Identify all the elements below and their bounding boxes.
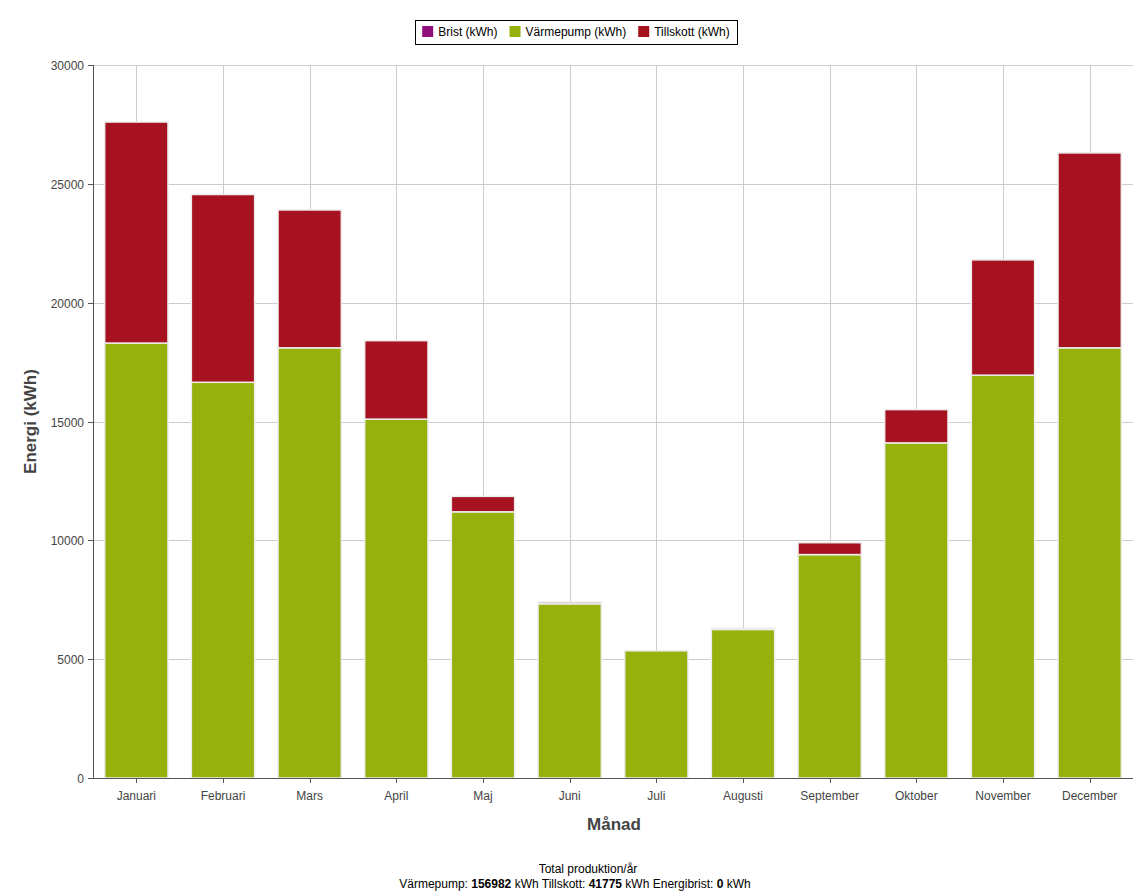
bar-segment bbox=[711, 629, 774, 778]
grid-line bbox=[93, 65, 1133, 66]
grid-line bbox=[93, 778, 1133, 779]
y-tick-label: 15000 bbox=[51, 416, 85, 430]
y-tick-label: 25000 bbox=[51, 178, 85, 192]
bars bbox=[105, 122, 1122, 778]
grid bbox=[93, 65, 1133, 779]
y-tick bbox=[88, 540, 93, 541]
legend-item: Tillskott (kWh) bbox=[638, 25, 730, 39]
bar-segment bbox=[105, 343, 168, 778]
bar-segment bbox=[538, 604, 601, 778]
x-tick bbox=[1090, 778, 1091, 783]
total-unit: kWh bbox=[622, 877, 649, 891]
bar-segment bbox=[885, 443, 948, 778]
chart-container: 0 5000 10000 15000 20000 25000 30000 Januari Feb… bbox=[0, 0, 1148, 895]
y-tick bbox=[88, 778, 93, 779]
x-tick bbox=[656, 778, 657, 783]
bar-segment bbox=[105, 122, 168, 343]
x-tick-label: Juli bbox=[647, 789, 665, 803]
legend-box bbox=[416, 21, 738, 45]
y-axis-title: Energi (kWh) bbox=[21, 369, 40, 474]
bar-segment bbox=[1058, 153, 1121, 348]
legend-label: Tillskott (kWh) bbox=[654, 25, 730, 39]
bar-segment bbox=[1058, 348, 1121, 778]
bar-segment bbox=[451, 512, 514, 778]
total-unit: kWh bbox=[511, 877, 538, 891]
footer-totals: Värmepump: 156982 kWh Tillskott: 41775 k… bbox=[399, 877, 751, 891]
x-tick bbox=[916, 778, 917, 783]
bar-segment bbox=[538, 602, 601, 604]
total-label: Värmepump: bbox=[399, 877, 471, 891]
x-tick bbox=[830, 778, 831, 783]
x-tick bbox=[136, 778, 137, 783]
legend-swatch bbox=[422, 26, 433, 37]
y-tick-label: 10000 bbox=[51, 534, 85, 548]
y-tick bbox=[88, 184, 93, 185]
x-tick bbox=[310, 778, 311, 783]
x-tick bbox=[570, 778, 571, 783]
x-tick-label: April bbox=[384, 789, 408, 803]
bar-segment bbox=[711, 628, 774, 629]
y-tick bbox=[88, 65, 93, 66]
bar-segment bbox=[971, 375, 1034, 778]
x-tick-label: Mars bbox=[296, 789, 323, 803]
bar-segment bbox=[625, 650, 688, 652]
x-tick-label: December bbox=[1062, 789, 1117, 803]
x-axis: Januari Februari Mars April Maj Juni Juli Augus… bbox=[93, 778, 1133, 803]
bar-segment bbox=[971, 260, 1034, 375]
bar-segment bbox=[365, 419, 428, 778]
bar-segment bbox=[451, 496, 514, 511]
bar-segment bbox=[625, 651, 688, 778]
x-tick-label: Oktober bbox=[895, 789, 938, 803]
x-tick bbox=[1003, 778, 1004, 783]
y-tick bbox=[88, 422, 93, 423]
legend-swatch bbox=[638, 26, 649, 37]
chart-svg: 0 5000 10000 15000 20000 25000 30000 Januari Feb… bbox=[0, 0, 1148, 895]
legend-item: Brist (kWh) bbox=[422, 25, 497, 39]
legend: Brist (kWh) Värmepump (kWh) Tillskott (kWh… bbox=[416, 21, 738, 45]
y-tick-label: 30000 bbox=[51, 59, 85, 73]
x-tick-label: Augusti bbox=[723, 789, 763, 803]
bar-segment bbox=[191, 195, 254, 383]
bar-segment bbox=[278, 210, 341, 348]
legend-swatch bbox=[510, 26, 521, 37]
x-tick-label: Januari bbox=[117, 789, 156, 803]
y-tick-label: 5000 bbox=[57, 653, 84, 667]
y-axis: 0 5000 10000 15000 20000 25000 30000 bbox=[51, 59, 94, 786]
bar-segment bbox=[278, 348, 341, 778]
y-tick bbox=[88, 303, 93, 304]
x-tick bbox=[483, 778, 484, 783]
x-tick-label: Maj bbox=[473, 789, 492, 803]
x-axis-title: Månad bbox=[587, 815, 641, 834]
x-tick-label: Februari bbox=[201, 789, 246, 803]
bar-segment bbox=[365, 341, 428, 419]
legend-label: Brist (kWh) bbox=[438, 25, 497, 39]
x-tick bbox=[743, 778, 744, 783]
bar-segment bbox=[191, 382, 254, 778]
y-tick-label: 0 bbox=[77, 772, 84, 786]
total-label: Energibrist: bbox=[649, 877, 716, 891]
grid-line bbox=[93, 184, 1133, 185]
y-axis-line bbox=[93, 65, 94, 778]
y-tick-label: 20000 bbox=[51, 297, 85, 311]
x-tick bbox=[396, 778, 397, 783]
bar-segment bbox=[798, 543, 861, 555]
total-value: 41775 bbox=[589, 877, 623, 891]
y-tick bbox=[88, 659, 93, 660]
legend-item: Värmepump (kWh) bbox=[510, 25, 627, 39]
x-tick-label: September bbox=[800, 789, 859, 803]
x-axis-line bbox=[93, 778, 1133, 779]
legend-label: Värmepump (kWh) bbox=[526, 25, 627, 39]
bar-segment bbox=[798, 555, 861, 778]
total-unit: kWh bbox=[723, 877, 750, 891]
bar-segment bbox=[885, 410, 948, 443]
total-label: Tillskott: bbox=[539, 877, 589, 891]
x-tick-label: Juni bbox=[559, 789, 581, 803]
x-tick bbox=[223, 778, 224, 783]
x-tick-label: November bbox=[975, 789, 1030, 803]
footer-caption: Total produktion/år bbox=[539, 862, 638, 876]
total-value: 156982 bbox=[471, 877, 511, 891]
